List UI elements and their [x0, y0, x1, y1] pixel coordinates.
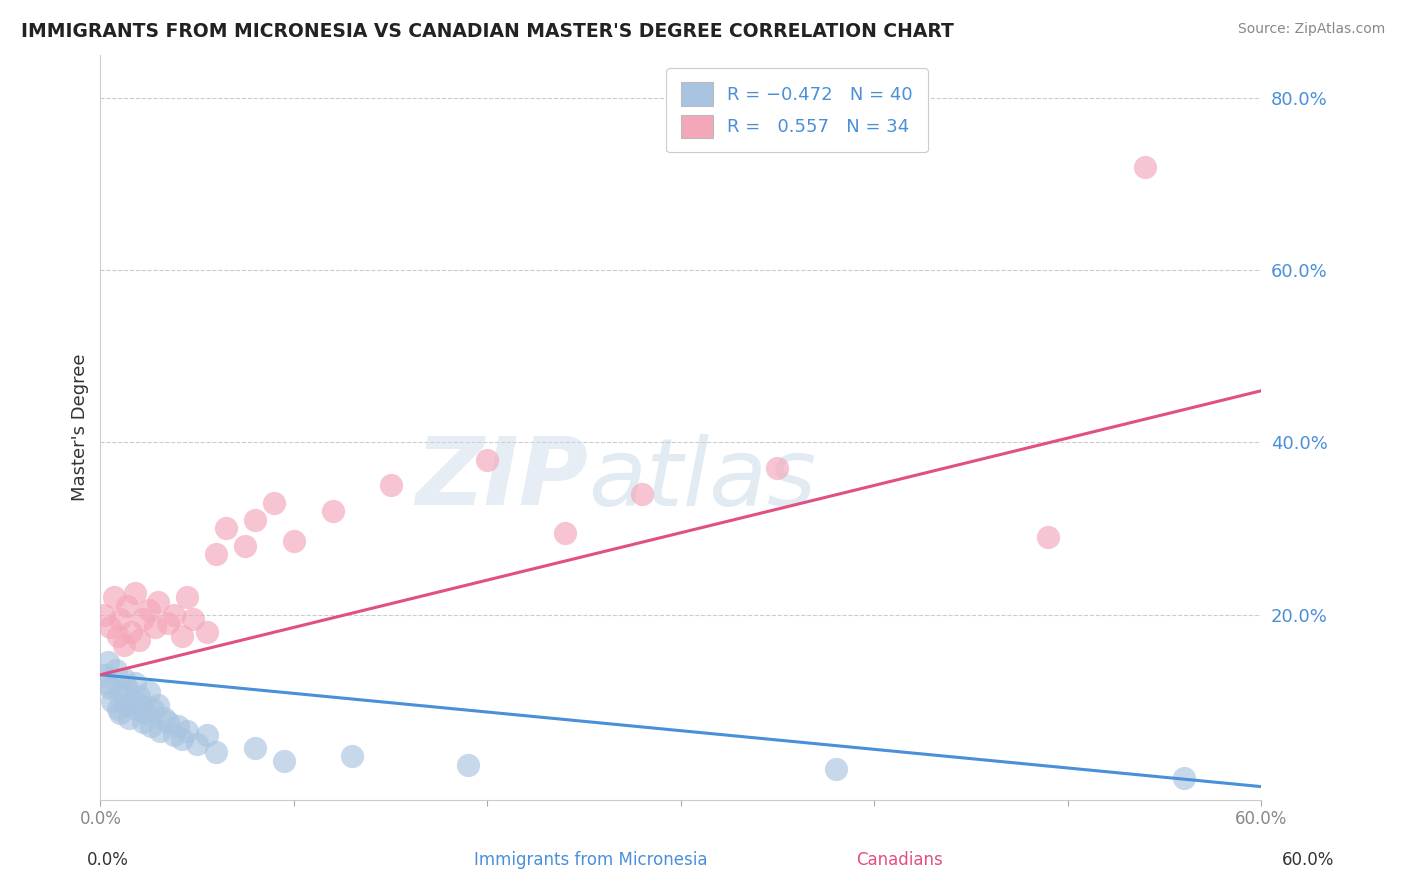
Point [128, 690, 150, 704]
Point [243, 740, 266, 755]
Point [215, 521, 238, 535]
Point [124, 676, 146, 690]
Point [98, 681, 121, 695]
Point [142, 702, 165, 716]
Point [631, 487, 654, 501]
Point [157, 714, 180, 729]
Point [380, 478, 402, 492]
Point [477, 452, 499, 467]
Point [120, 624, 142, 639]
Point [98, 620, 121, 634]
Point [120, 693, 142, 707]
Point [93, 607, 115, 622]
Point [138, 603, 160, 617]
Point [170, 629, 193, 643]
Y-axis label: Master's Degree: Master's Degree [72, 353, 89, 501]
Text: Canadians: Canadians [856, 851, 943, 869]
Point [205, 547, 228, 561]
Point [112, 638, 135, 652]
Point [114, 698, 136, 712]
Point [273, 754, 295, 768]
Point [186, 737, 208, 751]
Text: 60.0%: 60.0% [1281, 851, 1334, 869]
Point [127, 702, 149, 716]
Point [176, 723, 198, 738]
Point [107, 629, 129, 643]
Point [457, 758, 479, 772]
Point [554, 525, 576, 540]
Point [163, 728, 186, 742]
Point [117, 681, 139, 695]
Point [148, 594, 170, 608]
Point [128, 633, 150, 648]
Point [118, 711, 141, 725]
Point [101, 693, 124, 707]
Point [195, 728, 218, 742]
Point [104, 664, 127, 678]
Point [129, 698, 152, 712]
Point [108, 685, 131, 699]
Point [1133, 160, 1156, 174]
Point [138, 685, 160, 699]
Text: 0.0%: 0.0% [87, 851, 129, 869]
Point [157, 616, 180, 631]
Point [124, 586, 146, 600]
Point [112, 672, 135, 686]
Point [263, 495, 285, 509]
Text: Source: ZipAtlas.com: Source: ZipAtlas.com [1237, 22, 1385, 37]
Point [148, 698, 170, 712]
Point [1173, 771, 1195, 785]
Text: IMMIGRANTS FROM MICRONESIA VS CANADIAN MASTER'S DEGREE CORRELATION CHART: IMMIGRANTS FROM MICRONESIA VS CANADIAN M… [21, 22, 953, 41]
Point [117, 599, 139, 613]
Text: Immigrants from Micronesia: Immigrants from Micronesia [474, 851, 707, 869]
Point [108, 706, 131, 721]
Text: atlas: atlas [588, 434, 815, 524]
Point [163, 607, 186, 622]
Point [766, 461, 789, 475]
Point [166, 719, 188, 733]
Point [132, 612, 155, 626]
Point [195, 624, 218, 639]
Point [181, 612, 204, 626]
Point [132, 714, 155, 729]
Point [103, 591, 125, 605]
Point [176, 591, 198, 605]
Point [235, 539, 257, 553]
Point [149, 723, 172, 738]
Point [139, 719, 162, 733]
Point [1038, 530, 1060, 544]
Point [107, 702, 129, 716]
Point [170, 732, 193, 747]
Point [340, 749, 363, 764]
Legend: R = −0.472   N = 40, R =   0.557   N = 34: R = −0.472 N = 40, R = 0.557 N = 34 [666, 68, 928, 153]
Point [96, 676, 118, 690]
Point [93, 667, 115, 681]
Point [143, 620, 166, 634]
Point [97, 655, 120, 669]
Point [205, 745, 228, 759]
Point [108, 612, 131, 626]
Point [134, 706, 156, 721]
Text: ZIP: ZIP [415, 434, 588, 525]
Point [824, 763, 846, 777]
Point [153, 711, 176, 725]
Point [243, 513, 266, 527]
Point [321, 504, 343, 518]
Point [283, 534, 305, 549]
